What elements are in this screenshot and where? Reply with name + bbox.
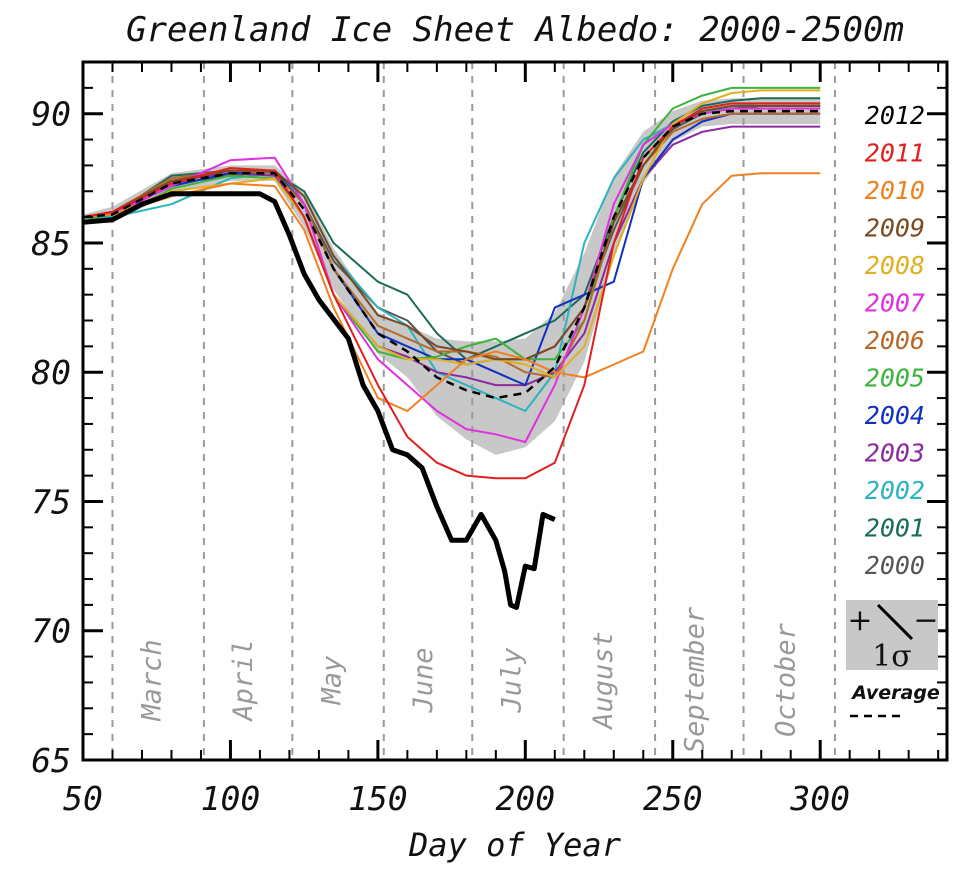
series-line-2005 [82, 86, 821, 361]
x-tick-label: 200 [496, 779, 556, 818]
average-legend-label: Average [850, 682, 940, 704]
sigma-label: 1σ [872, 639, 912, 674]
month-label: October [771, 622, 802, 737]
legend: 2012 2011 2010 2009 2008 2007 2006 2005 2004 2003… [846, 101, 940, 718]
y-tick-label: 65 [31, 741, 71, 780]
sigma-box [846, 600, 938, 670]
legend-entry-2006: 2006 [865, 326, 925, 355]
x-tick-label: 100 [201, 779, 261, 818]
month-label: September [679, 606, 710, 753]
month-label: August [588, 631, 619, 731]
month-divider-group: March April May June July August September Octo… [111, 62, 836, 760]
legend-entry-2003: 2003 [865, 439, 925, 468]
x-tick-label: 150 [348, 779, 408, 818]
x-axis-label: Day of Year [408, 826, 622, 864]
month-label: March [137, 639, 168, 721]
legend-entry-2012: 2012 [865, 101, 925, 130]
legend-entry-2004: 2004 [865, 401, 925, 430]
legend-entry-2002: 2002 [865, 476, 925, 505]
month-label: May [317, 655, 348, 706]
month-label: April [228, 639, 259, 722]
y-tick-label: 80 [31, 353, 71, 392]
y-tick-label: 90 [31, 95, 71, 134]
legend-entry-2008: 2008 [865, 251, 925, 280]
average-line [82, 109, 821, 400]
series-line-2011 [82, 102, 821, 480]
std-dev-band [83, 98, 821, 455]
legend-entry-2007: 2007 [865, 289, 925, 318]
legend-entry-2005: 2005 [865, 364, 925, 393]
series-line-2003 [82, 125, 821, 387]
average-line-group [82, 109, 821, 400]
std-dev-band-area [83, 98, 821, 455]
series-line-2012 [82, 191, 556, 610]
y-tick-label: 85 [31, 224, 71, 263]
series-line-2010 [82, 172, 821, 412]
chart-title: Greenland Ice Sheet Albedo: 2000-2500m [126, 10, 904, 50]
x-tick-label: 50 [63, 779, 103, 818]
legend-entry-2009: 2009 [865, 214, 925, 243]
legend-entry-2001: 2001 [865, 514, 925, 543]
legend-entry-2010: 2010 [865, 176, 925, 205]
legend-entry-2011: 2011 [865, 139, 925, 168]
x-tick-label: 250 [643, 779, 703, 818]
sigma-plus: + [847, 603, 872, 638]
sigma-slash [876, 603, 914, 641]
legend-entry-2000: 2000 [865, 551, 925, 580]
month-label: June [408, 647, 439, 713]
sigma-minus: − [913, 603, 938, 638]
y-tick-label: 75 [31, 482, 71, 521]
x-tick-label: 300 [789, 779, 850, 818]
axes: 65 70 75 80 85 90 50 100 150 200 250 300 [31, 60, 949, 818]
month-label: July [496, 647, 527, 714]
y-tick-label: 70 [31, 612, 71, 651]
plot-frame [81, 60, 949, 762]
